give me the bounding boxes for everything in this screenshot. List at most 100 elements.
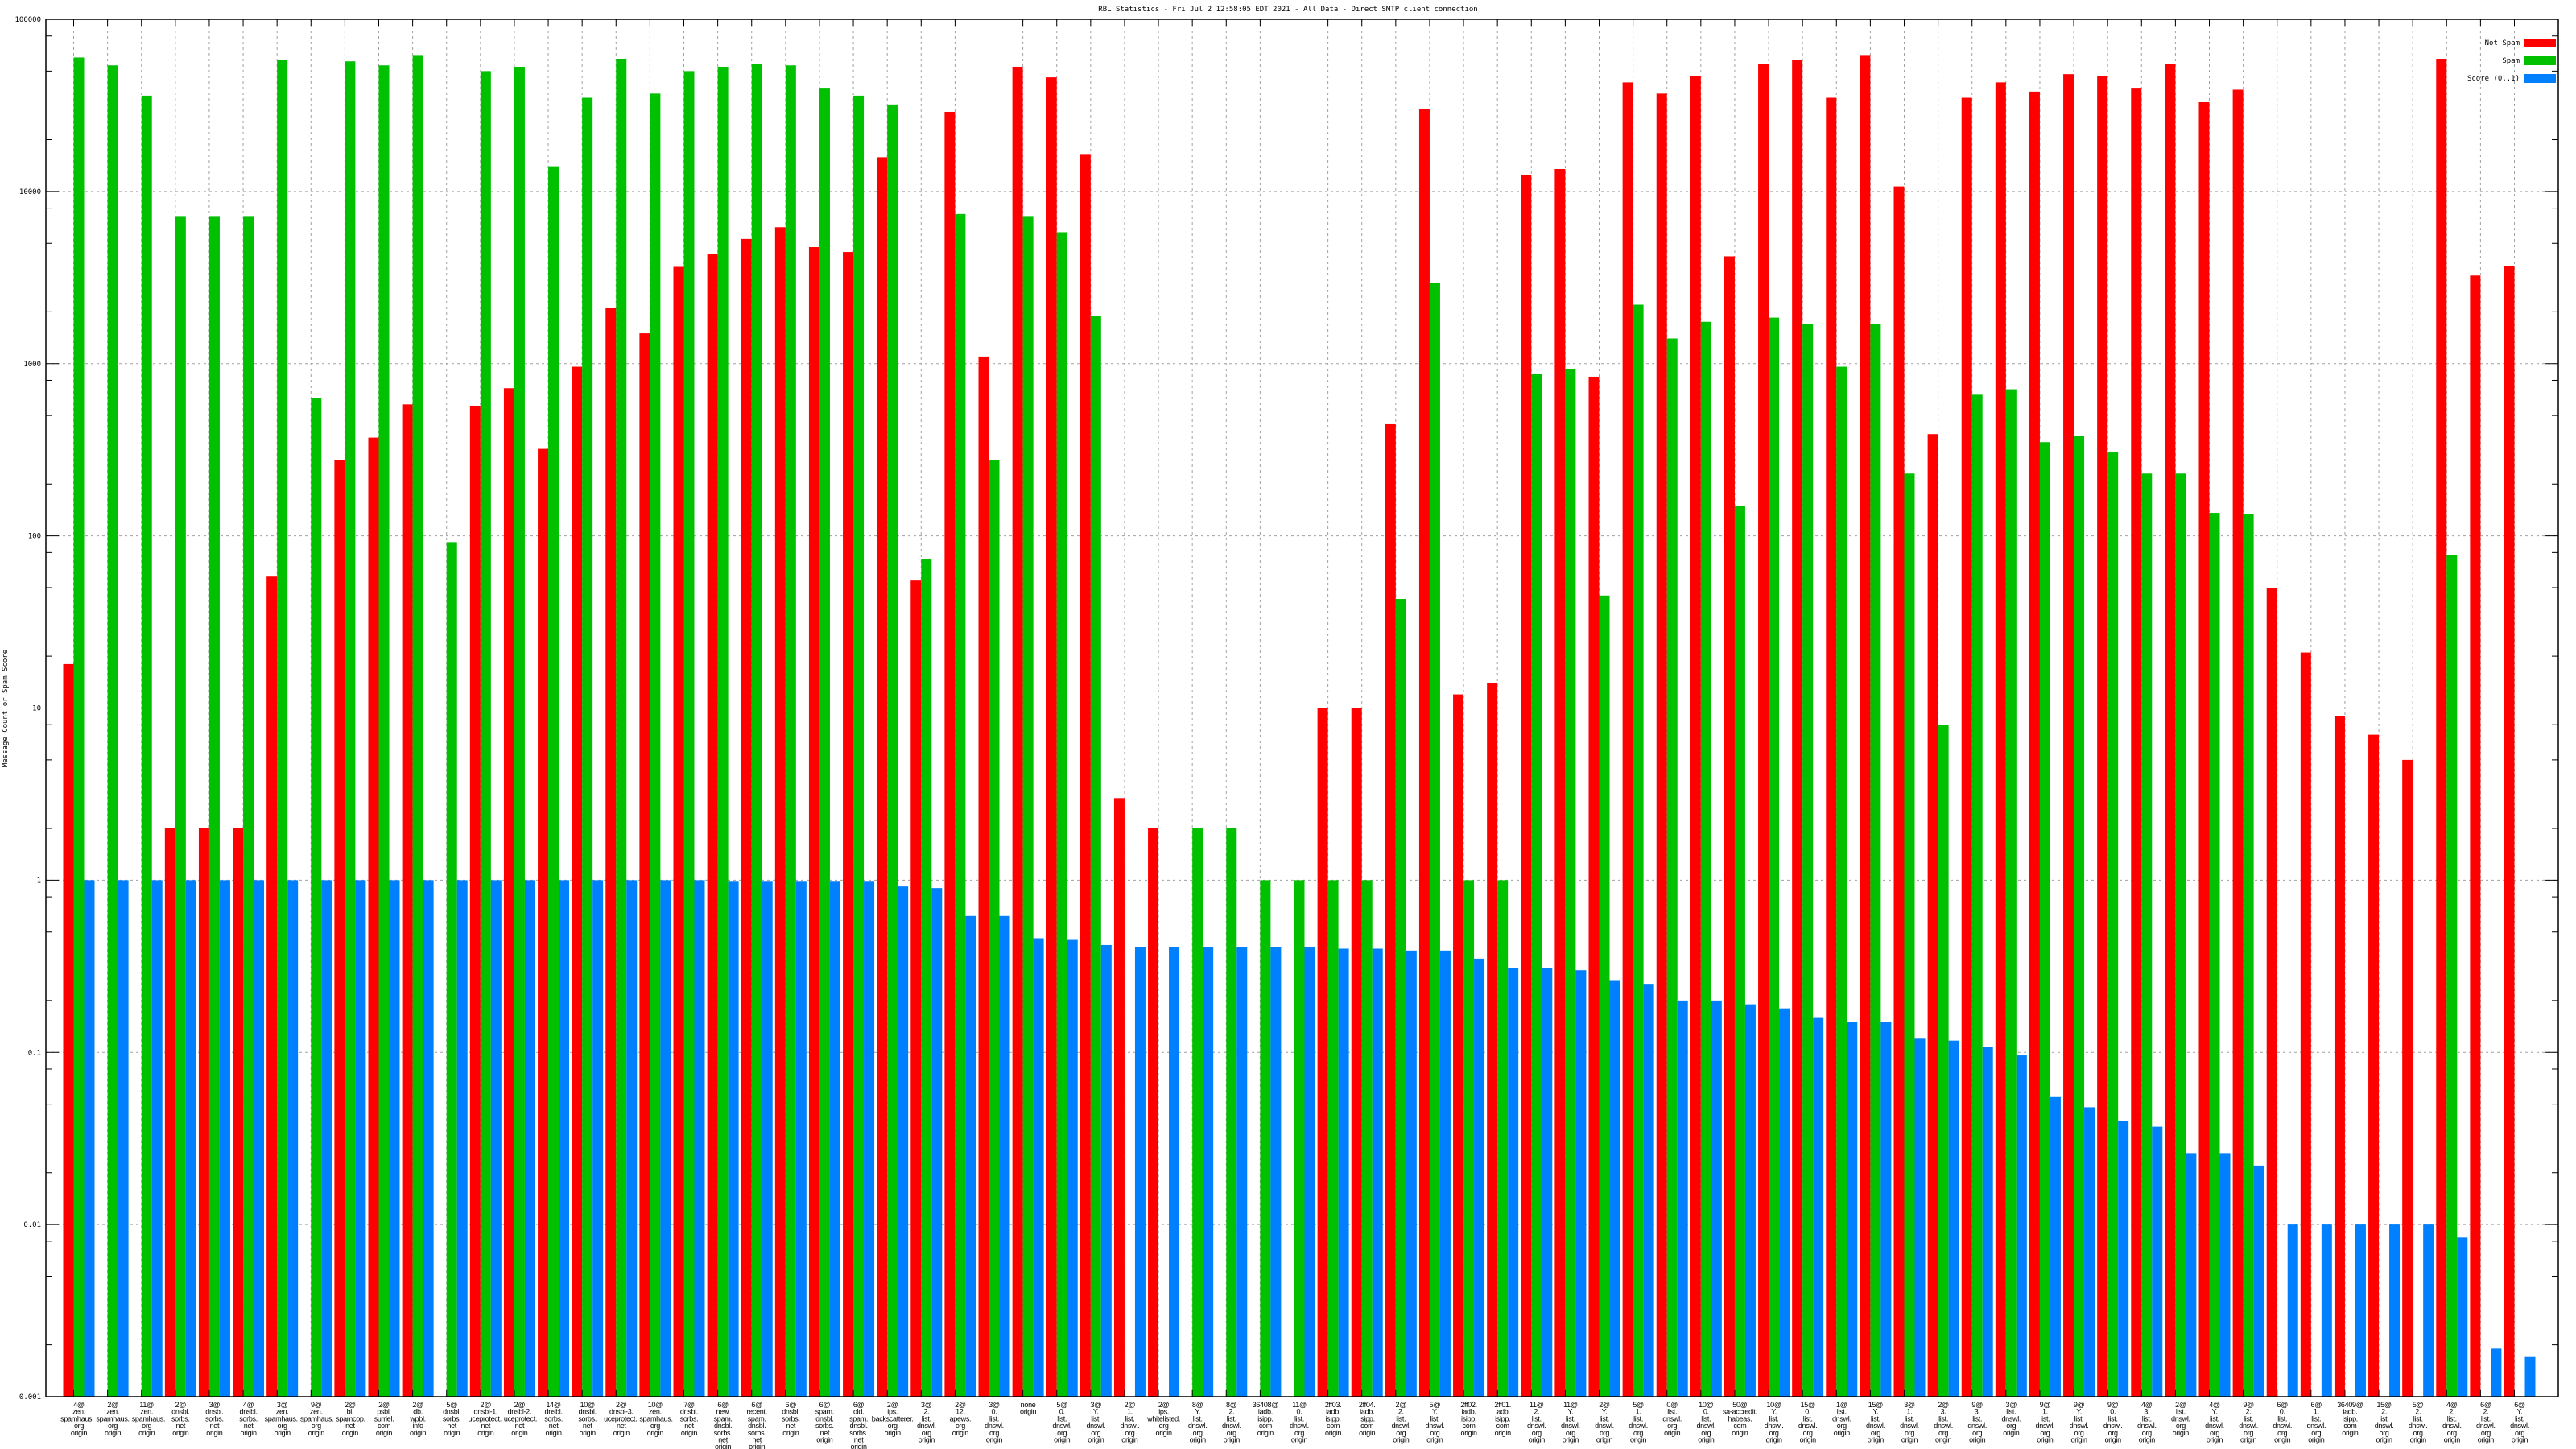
- x-category-label-line: 9@: [1971, 1401, 1983, 1409]
- bar-not-spam: [843, 252, 854, 1397]
- x-category-label-line: dnswl.: [1696, 1422, 1715, 1430]
- bar-score-0-1: [423, 880, 434, 1397]
- x-category-label-line: dnsbl.: [748, 1422, 766, 1430]
- x-category-label-line: iadb.: [1326, 1408, 1340, 1416]
- x-category-label-line: com: [378, 1422, 390, 1430]
- x-category-label-line: origin: [1393, 1436, 1410, 1444]
- bar-score-0-1: [1677, 1000, 1688, 1397]
- x-category-label-line: org: [2142, 1429, 2152, 1437]
- x-category-label-line: spam.: [714, 1414, 733, 1422]
- x-category-label-line: 14@: [546, 1401, 560, 1409]
- x-category-label-line: 11@: [139, 1401, 154, 1409]
- x-category-label-line: com: [1733, 1422, 1746, 1430]
- x-category-label-line: origin: [1698, 1436, 1715, 1444]
- bar-not-spam: [1113, 798, 1125, 1397]
- x-category-label-line: org: [1057, 1429, 1067, 1437]
- legend: Not Spam Spam Score (0..1): [2467, 39, 2556, 83]
- x-category-label-line: sorbs.: [849, 1429, 868, 1437]
- x-category-label-line: dnswl.: [1967, 1422, 1987, 1430]
- x-category-label-line: dnswl.: [917, 1422, 936, 1430]
- x-category-label-line: 5@: [1056, 1401, 1067, 1409]
- bar-not-spam: [1317, 708, 1328, 1397]
- x-category-label-line: dnswl.: [2070, 1422, 2089, 1430]
- x-category-label-line: 2@: [1938, 1401, 1949, 1409]
- x-category-label-line: org: [1701, 1429, 1711, 1437]
- x-category-label-line: origin: [1224, 1436, 1241, 1444]
- x-category-label-line: dnsbl.: [171, 1408, 189, 1416]
- x-category-label-line: isipp.: [1325, 1414, 1340, 1422]
- x-category-label-line: 3.: [1941, 1408, 1946, 1416]
- bar-spam: [1565, 369, 1576, 1397]
- x-category-label-line: 2.: [2483, 1408, 2488, 1416]
- x-category-label-line: net: [345, 1422, 355, 1430]
- bar-score-0-1: [864, 881, 875, 1397]
- x-category-label-line: 2@: [1125, 1401, 1136, 1409]
- bar-not-spam: [1690, 76, 1701, 1397]
- bar-score-0-1: [694, 880, 705, 1397]
- bar-score-0-1: [2321, 1224, 2332, 1397]
- bar-spam: [446, 542, 457, 1397]
- bar-not-spam: [1046, 77, 1057, 1397]
- x-category-label-line: origin: [850, 1443, 867, 1449]
- x-category-label-line: origin: [105, 1429, 122, 1437]
- bar-spam: [73, 57, 85, 1397]
- bar-not-spam: [503, 388, 514, 1397]
- x-category-label-line: com: [1463, 1422, 1476, 1430]
- x-category-label-line: list.: [2040, 1414, 2050, 1422]
- bar-spam: [1802, 324, 1814, 1397]
- x-category-label-line: origin: [647, 1429, 664, 1437]
- bar-score-0-1: [1439, 950, 1451, 1397]
- bar-score-0-1: [1236, 947, 1248, 1397]
- bar-score-0-1: [1406, 950, 1417, 1397]
- x-category-label-line: dnswl.: [1561, 1422, 1580, 1430]
- bar-spam: [650, 93, 661, 1397]
- bar-spam: [1666, 338, 1678, 1397]
- x-category-label-line: iadb.: [1496, 1408, 1510, 1416]
- x-category-label-line: 2@: [345, 1401, 356, 1409]
- x-category-label-line: origin: [1969, 1436, 1986, 1444]
- x-category-label-line: 5@: [446, 1401, 457, 1409]
- x-category-label-line: wpbl.: [409, 1414, 426, 1422]
- bar-not-spam: [572, 366, 583, 1397]
- x-category-label-line: org: [2244, 1429, 2253, 1437]
- x-category-label-line: iadb.: [1462, 1408, 1476, 1416]
- x-category-label-line: dnsbl.: [782, 1408, 799, 1416]
- x-category-label-line: list.: [1633, 1414, 1643, 1422]
- bar-score-0-1: [2186, 1153, 2197, 1397]
- bar-not-spam: [2402, 759, 2413, 1397]
- bar-not-spam: [1995, 82, 2006, 1397]
- x-category-label-line: list.: [989, 1414, 999, 1422]
- x-category-label-line: Y.: [1432, 1408, 1438, 1416]
- bar-score-0-1: [2152, 1126, 2163, 1397]
- bar-score-0-1: [1847, 1022, 1858, 1397]
- x-category-label-line: list.: [1871, 1414, 1880, 1422]
- x-category-label-line: 6@: [819, 1401, 831, 1409]
- x-category-label-line: 3@: [1091, 1401, 1102, 1409]
- bar-score-0-1: [1711, 1000, 1722, 1397]
- bar-spam: [751, 64, 762, 1397]
- chart-title: RBL Statistics - Fri Jul 2 12:58:05 EDT …: [1098, 6, 1477, 14]
- bars: [63, 55, 2536, 1397]
- x-category-label-line: net: [549, 1422, 559, 1430]
- x-category-label-line: origin: [477, 1429, 494, 1437]
- x-category-label-line: org: [1532, 1429, 1542, 1437]
- y-tick-label: 0.01: [23, 1221, 41, 1229]
- bar-score-0-1: [626, 880, 638, 1397]
- x-category-label-line: 11@: [1563, 1401, 1578, 1409]
- x-category-label-line: list.: [1227, 1414, 1236, 1422]
- bar-not-spam: [198, 828, 209, 1397]
- bar-not-spam: [1588, 376, 1600, 1397]
- x-category-label-line: org: [956, 1422, 965, 1430]
- x-category-label-line: 9@: [2074, 1401, 2085, 1409]
- x-category-label-line: origin: [1834, 1429, 1851, 1437]
- bar-spam: [2175, 473, 2186, 1397]
- x-category-label-line: 2@: [955, 1401, 966, 1409]
- x-category-label-line: origin: [1664, 1429, 1681, 1437]
- bar-score-0-1: [2355, 1224, 2366, 1397]
- x-category-label-line: old.: [853, 1408, 864, 1416]
- x-category-label-line: db.: [413, 1408, 423, 1416]
- x-category-label-line: 2@: [616, 1401, 627, 1409]
- bar-score-0-1: [2253, 1165, 2264, 1397]
- x-category-label-line: 15@: [2376, 1401, 2391, 1409]
- x-category-label-line: list.: [1938, 1414, 1948, 1422]
